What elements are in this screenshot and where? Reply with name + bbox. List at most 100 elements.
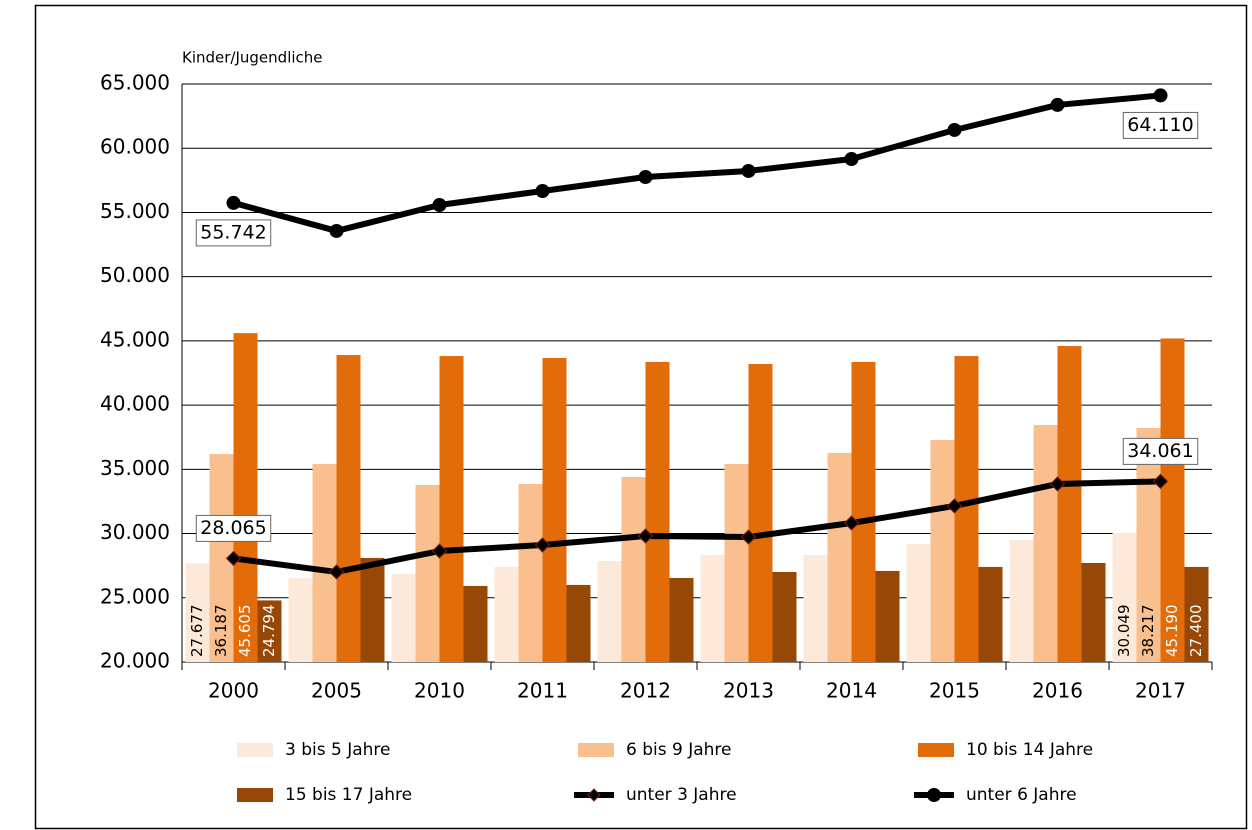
y-axis-label: Kinder/Jugendliche [182,49,323,67]
bar [1112,532,1137,662]
bar [391,574,416,662]
x-tick-label: 2011 [517,679,568,703]
line-marker [843,515,860,531]
value-label-box [195,219,272,247]
line-marker [1153,88,1168,103]
line-marker [1050,97,1065,112]
bar [463,585,488,662]
y-tick-label: 35.000 [100,456,170,480]
legend-label: 3 bis 5 Jahre [285,740,391,760]
bar-value-label: 27.400 [1187,605,1205,658]
bar-value-label: 38.217 [1139,605,1157,658]
line-marker [534,537,551,553]
y-tick-label: 50.000 [100,263,170,287]
line-value-label: 34.061 [1127,440,1193,462]
y-tick-label: 55.000 [100,199,170,223]
line-marker [638,169,653,184]
line-marker [226,195,241,210]
y-tick-label: 65.000 [100,71,170,95]
legend-marker [587,788,601,802]
bar [1009,539,1034,662]
x-tick-label: 2015 [929,679,980,703]
line-marker [947,122,962,137]
line-marker [741,163,756,178]
legend-marker [927,788,941,802]
bar [566,584,591,662]
bar [851,361,876,662]
line-marker [329,223,344,238]
bar [1057,346,1082,662]
line-marker [328,564,345,580]
line-marker [740,529,757,545]
bar-value-label: 36.187 [212,605,230,658]
legend-label: 10 bis 14 Jahre [966,740,1093,760]
bar [336,355,361,662]
bar [518,483,543,662]
bar [1184,566,1209,662]
bar [1081,562,1106,662]
bar [415,485,440,662]
legend-label: unter 6 Jahre [966,785,1077,805]
bar-value-label: 24.794 [260,605,278,658]
bar [772,571,797,662]
y-tick-label: 20.000 [100,649,170,673]
line [233,478,1161,575]
bar [494,566,519,662]
bar [1033,425,1058,662]
x-tick-label: 2000 [208,679,259,703]
bar [645,361,670,662]
x-tick-label: 2013 [723,679,774,703]
bar [597,561,622,662]
bar [233,333,258,662]
bar-value-label: 45.605 [236,605,254,658]
legend-label: 15 bis 17 Jahre [285,785,412,805]
bar [978,566,1003,662]
y-tick-label: 60.000 [100,135,170,159]
value-label-box [195,514,272,542]
y-tick-label: 45.000 [100,327,170,351]
x-tick-label: 2012 [620,679,671,703]
y-tick-label: 25.000 [100,584,170,608]
line-value-label: 64.110 [1127,114,1193,136]
bar [439,356,464,662]
legend-swatch [578,743,614,757]
bar [312,463,337,662]
line-marker [844,152,859,167]
x-tick-label: 2005 [311,679,362,703]
line-value-label: 55.742 [200,221,266,243]
bar [748,364,773,662]
line-value-label: 28.065 [200,517,266,539]
bar [257,600,282,662]
bar-value-label: 45.190 [1163,605,1181,658]
line-marker [637,528,654,544]
line-marker [535,183,550,198]
y-tick-label: 30.000 [100,520,170,544]
bar-value-label: 27.677 [188,605,206,658]
bar [803,555,828,662]
x-tick-label: 2017 [1135,679,1186,703]
x-tick-label: 2014 [826,679,877,703]
line [232,92,1161,234]
bar [185,563,210,662]
legend-swatch [237,788,273,802]
bar [1136,428,1161,662]
bar [542,357,567,662]
bar-value-label: 30.049 [1115,605,1133,658]
line-marker [1152,473,1169,490]
line-marker [1049,476,1066,492]
bar [930,440,955,662]
bar [621,477,646,662]
line-marker [431,543,448,559]
legend-swatch [237,743,273,757]
x-tick-label: 2016 [1032,679,1083,703]
bar [669,577,694,662]
line-marker [432,197,447,212]
bar [1160,338,1185,662]
legend-label: unter 3 Jahre [626,785,737,805]
value-label-box [1122,111,1199,139]
bar [875,570,900,662]
bar [700,555,725,662]
bar [724,463,749,662]
legend-swatch [918,743,954,757]
value-label-box [1122,437,1199,465]
